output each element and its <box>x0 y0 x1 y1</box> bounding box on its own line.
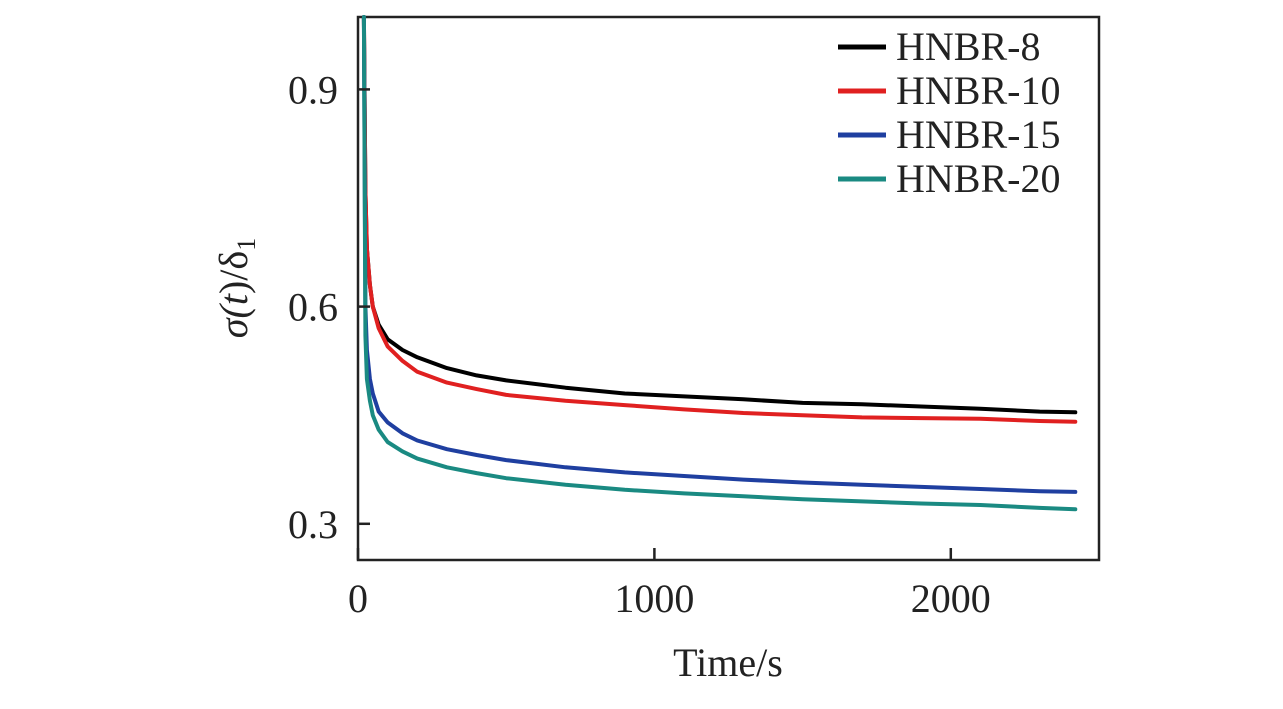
x-tick-label: 2000 <box>911 576 991 621</box>
legend-label-hnbr-10: HNBR-10 <box>896 68 1060 113</box>
legend-label-hnbr-20: HNBR-20 <box>896 156 1060 201</box>
y-axis-label-sigma: σ( <box>211 303 256 339</box>
y-axis-label-t: t <box>211 293 256 305</box>
series-line-hnbr-10 <box>361 15 1078 424</box>
legend-label-hnbr-15: HNBR-15 <box>896 112 1060 157</box>
y-tick-label: 0.9 <box>288 67 338 112</box>
plot-frame <box>356 15 1101 562</box>
x-tick-label: 0 <box>348 576 368 621</box>
tick-layer: 0 1000 2000 0.3 0.6 0.9 <box>288 67 991 621</box>
x-tick-label: 1000 <box>614 576 694 621</box>
y-axis-label: σ(t)/δ1 <box>211 238 261 338</box>
y-axis-label-close: )/δ <box>211 251 256 294</box>
y-tick-label: 0.6 <box>288 285 338 330</box>
series-line-hnbr-20 <box>361 15 1078 512</box>
legend-label-hnbr-8: HNBR-8 <box>896 24 1040 69</box>
x-axis-label: Time/s <box>673 640 783 685</box>
y-axis-label-sub: 1 <box>232 238 261 251</box>
series-line-hnbr-15 <box>361 15 1078 494</box>
y-tick-label: 0.3 <box>288 502 338 547</box>
series-layer <box>361 15 1078 512</box>
